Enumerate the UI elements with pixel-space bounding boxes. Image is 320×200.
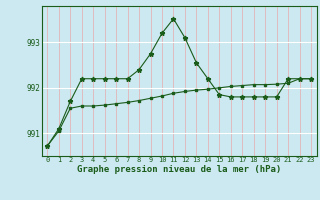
- X-axis label: Graphe pression niveau de la mer (hPa): Graphe pression niveau de la mer (hPa): [77, 165, 281, 174]
